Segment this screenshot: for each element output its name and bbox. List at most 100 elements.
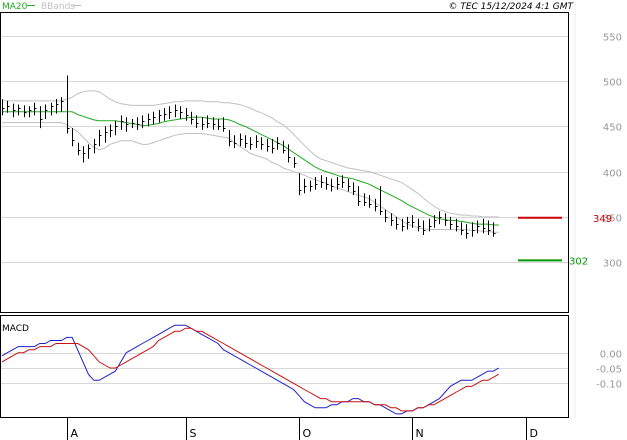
price-bar	[375, 198, 378, 212]
price-bar	[229, 129, 232, 147]
price-bar	[348, 178, 351, 192]
price-bar	[439, 211, 442, 225]
price-bar	[148, 113, 151, 127]
price-bar	[7, 100, 10, 113]
price-bar	[61, 97, 64, 112]
price-bar	[391, 213, 394, 226]
macd-y-tick-label: -0.10	[596, 380, 622, 391]
price-bar	[245, 135, 248, 148]
price-bar	[402, 218, 405, 232]
price-y-tick-label: 550	[603, 33, 622, 44]
price-bar	[13, 103, 16, 118]
price-bar	[137, 117, 140, 130]
price-bar	[250, 137, 253, 150]
price-bar	[115, 120, 118, 136]
x-tick-label: O	[303, 427, 312, 440]
bb-lower-line	[2, 122, 499, 233]
price-bar	[310, 180, 313, 192]
price-bar	[78, 142, 81, 156]
price-bar	[358, 186, 361, 206]
price-bar	[472, 222, 475, 237]
price-bar	[159, 109, 162, 123]
price-y-axis: 550 500 450 400 350 300	[603, 33, 622, 270]
price-bar	[191, 111, 194, 125]
price-bar	[40, 106, 43, 129]
support-label: 302	[569, 256, 588, 267]
price-bar	[488, 220, 491, 235]
price-bar	[213, 117, 216, 130]
price-bar	[337, 177, 340, 190]
price-y-tick-label: 450	[603, 123, 622, 134]
price-bar	[164, 108, 167, 121]
price-bar	[461, 222, 464, 235]
x-tick-label: D	[530, 427, 538, 440]
price-bar	[385, 209, 388, 223]
macd-y-axis: 0.00 -0.05 -0.10	[596, 350, 622, 391]
price-bar	[88, 144, 91, 159]
resistance-label: 349	[593, 214, 612, 225]
price-bar	[202, 117, 205, 130]
price-bar	[67, 75, 70, 134]
bbands-legend-label: BBands	[41, 2, 75, 12]
price-bar	[288, 144, 291, 163]
price-bar	[105, 126, 108, 143]
price-bar	[196, 115, 199, 129]
price-bar	[456, 218, 459, 232]
macd-grid	[1, 353, 568, 384]
price-bar	[326, 177, 329, 190]
price-bar	[450, 216, 453, 230]
price-bar	[72, 128, 75, 147]
price-bar	[493, 222, 496, 237]
price-bar	[299, 173, 302, 196]
price-bar	[29, 106, 32, 118]
price-bar	[412, 215, 415, 228]
price-bar	[18, 104, 21, 116]
macd-lines	[1, 324, 500, 415]
signal-polyline	[1, 327, 500, 412]
price-y-tick-label: 500	[603, 78, 622, 89]
price-bar	[99, 129, 102, 147]
price-bar	[483, 218, 486, 234]
price-bar	[445, 213, 448, 226]
price-bar	[180, 106, 183, 119]
price-bar	[277, 137, 280, 150]
price-bar	[132, 119, 135, 129]
ma20-line	[2, 111, 499, 226]
price-bar	[267, 138, 270, 152]
price-bar	[94, 138, 97, 154]
price-bar	[294, 157, 297, 168]
price-bar	[272, 138, 275, 154]
macd-title: MACD	[2, 324, 29, 334]
price-y-tick-label: 400	[603, 169, 622, 180]
price-bar	[110, 124, 113, 138]
price-bar	[423, 220, 426, 235]
price-bar	[331, 178, 334, 192]
price-bar	[175, 104, 178, 118]
bb-upper-line	[2, 90, 499, 218]
macd-panel-frame	[0, 315, 569, 418]
price-bar	[234, 135, 237, 148]
support-resistance-levels: 349 302	[518, 214, 612, 267]
price-bar	[477, 220, 480, 234]
price-bar	[321, 175, 324, 188]
price-bar	[261, 137, 264, 150]
price-bar	[142, 115, 145, 129]
macd-y-tick-label: 0.00	[600, 350, 622, 361]
price-bar	[223, 117, 226, 132]
price-bar	[380, 186, 383, 216]
price-panel-frame	[0, 12, 569, 313]
price-bar	[51, 102, 54, 116]
ma20-legend-label: MA20	[2, 2, 28, 12]
price-bar	[418, 218, 421, 232]
price-bar	[45, 104, 48, 119]
price-bar	[153, 111, 156, 125]
price-bar	[121, 115, 124, 130]
ma20-polyline	[2, 111, 499, 226]
price-bar	[24, 105, 27, 118]
price-bar	[34, 102, 37, 116]
price-bar	[283, 140, 286, 154]
y-axis-strip	[569, 0, 627, 418]
bollinger-bands	[2, 90, 499, 233]
